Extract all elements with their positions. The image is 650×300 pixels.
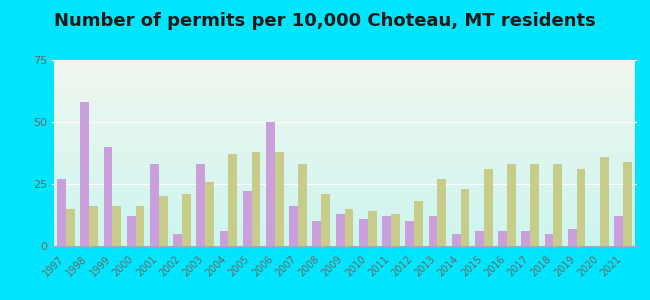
Bar <box>484 169 493 246</box>
Bar <box>252 152 261 246</box>
Bar <box>136 206 144 246</box>
Bar <box>437 179 446 246</box>
Bar <box>568 229 577 246</box>
Bar <box>57 179 66 246</box>
Bar <box>159 196 168 246</box>
Bar <box>553 164 562 246</box>
Bar <box>600 157 608 246</box>
Bar <box>313 221 321 246</box>
Bar <box>127 216 136 246</box>
Bar <box>298 164 307 246</box>
Bar <box>243 191 252 246</box>
Bar <box>406 221 414 246</box>
Bar <box>205 182 214 246</box>
Bar <box>475 231 484 246</box>
Bar <box>266 122 275 246</box>
Bar <box>452 234 461 246</box>
Bar <box>220 231 228 246</box>
Bar <box>289 206 298 246</box>
Bar <box>196 164 205 246</box>
Bar <box>461 189 469 246</box>
Bar <box>89 206 98 246</box>
Bar <box>507 164 516 246</box>
Bar <box>530 164 539 246</box>
Bar <box>359 219 368 246</box>
Bar <box>182 194 191 246</box>
Bar <box>228 154 237 246</box>
Bar <box>368 211 376 246</box>
Bar <box>414 201 423 246</box>
Bar <box>173 234 182 246</box>
Bar <box>391 214 400 246</box>
Text: Number of permits per 10,000 Choteau, MT residents: Number of permits per 10,000 Choteau, MT… <box>54 12 596 30</box>
Bar <box>66 209 75 246</box>
Bar <box>275 152 283 246</box>
Bar <box>81 102 89 246</box>
Bar <box>498 231 507 246</box>
Bar <box>428 216 437 246</box>
Bar <box>382 216 391 246</box>
Bar <box>521 231 530 246</box>
Bar <box>103 147 112 246</box>
Bar <box>545 234 553 246</box>
Bar <box>335 214 345 246</box>
Bar <box>577 169 586 246</box>
Bar <box>344 209 354 246</box>
Bar <box>112 206 121 246</box>
Bar <box>614 216 623 246</box>
Bar <box>623 162 632 246</box>
Bar <box>321 194 330 246</box>
Bar <box>150 164 159 246</box>
